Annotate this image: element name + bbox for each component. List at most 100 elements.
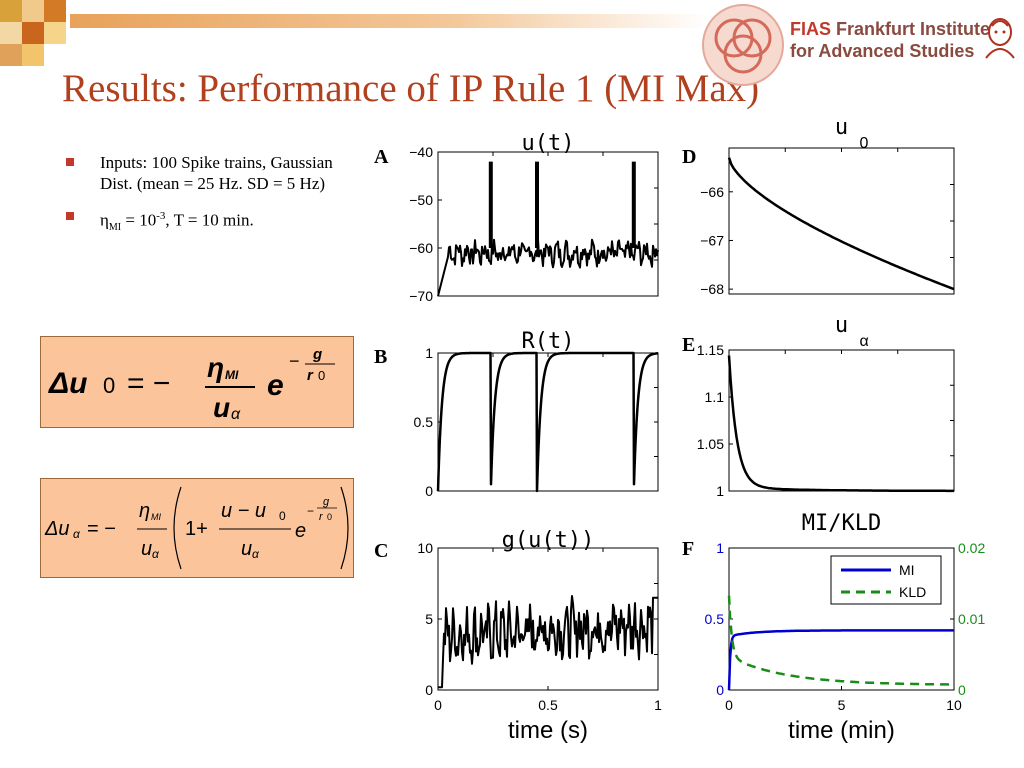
slide-title: Results: Performance of IP Rule 1 (MI Ma… <box>62 67 760 110</box>
eq2-one-plus: 1+ <box>185 518 208 540</box>
eta-symbol: η <box>100 210 109 230</box>
panel-label-e: E <box>682 334 696 356</box>
equation-box-1: Δu 0 = − η MI u α e − g r 0 <box>40 336 354 428</box>
eq2-lhs-sub: α <box>73 527 81 541</box>
panel-a-ytick-label: −50 <box>409 192 433 208</box>
bullet-tail: , T = 10 min. <box>165 210 254 230</box>
panel-a-trace <box>437 238 659 297</box>
panel-e-ytick-label: 1.05 <box>697 436 724 452</box>
panel-b-title: R(t) <box>522 329 575 354</box>
panel-c-xtick-label: 0.5 <box>538 697 558 713</box>
panel-f-left-ytick-label: 1 <box>716 540 724 556</box>
panel-f-xlabel: time (min) <box>788 717 895 744</box>
eq2-den: u <box>141 538 152 560</box>
logo-line2: for Advanced Studies <box>790 41 975 61</box>
eq1-den: u <box>213 392 230 423</box>
panel-label-d: D <box>682 146 697 168</box>
panel-a-ytick-label: −70 <box>409 288 433 304</box>
logo-line1: Frankfurt Institute <box>836 19 991 39</box>
bullet-marker-icon <box>66 158 74 166</box>
panel-a-ytick-label: −40 <box>409 144 433 160</box>
panel-f-title: MI/KLD <box>802 511 881 536</box>
panel-c-trace <box>438 595 658 689</box>
panel-label-a: A <box>374 146 389 168</box>
panel-f-axes-frame <box>728 547 955 691</box>
bullet-item: ηMI = 10-3, T = 10 min. <box>62 206 352 238</box>
panel-e-ytick-label: 1 <box>716 483 724 499</box>
eq1-equals: = − <box>127 367 170 400</box>
eq1-den-sub: α <box>231 406 241 423</box>
eq1-e: e <box>267 369 284 402</box>
decor-square <box>0 0 22 22</box>
panel-f-series-kld <box>727 595 955 686</box>
panel-e-axes-frame <box>728 349 955 492</box>
right-paren-icon <box>340 486 349 570</box>
eq2-exp-num: g <box>323 496 330 508</box>
eq1-exp-minus: − <box>289 351 300 371</box>
panel-b-ytick-label: 0.5 <box>414 414 434 430</box>
eq1-exp-num: g <box>312 346 322 363</box>
eq1-exp-den: r <box>307 367 314 384</box>
header-gradient-bar <box>70 14 710 28</box>
panel-f-right-ytick-label: 0.02 <box>958 540 985 556</box>
equation-1: Δu 0 = − η MI u α e − g r 0 <box>48 346 335 423</box>
panel-c-title: g(u(t)) <box>502 528 595 553</box>
bullet-item: Inputs: 100 Spike trains, Gaussian Dist.… <box>62 152 352 194</box>
eq1-num: η <box>207 352 224 383</box>
panel-label-f: F <box>682 538 695 560</box>
panel-f-legend-kld-label: KLD <box>899 584 926 600</box>
panel-d-title: u <box>835 115 848 140</box>
eq2-exp-minus: − <box>307 504 314 518</box>
panel-e-ytick-label: 1.15 <box>697 342 724 358</box>
panel-label-b: B <box>374 346 388 368</box>
bullet-text: Inputs: 100 Spike trains, Gaussian Dist.… <box>100 153 333 193</box>
panel-c-ytick-label: 10 <box>417 540 433 556</box>
eq2-lhs: Δu <box>44 518 70 540</box>
panel-e-trace <box>727 355 954 493</box>
fias-logo-text: FIAS Frankfurt Institute for Advanced St… <box>790 18 990 62</box>
equation-box-2: Δu α = − η MI u α 1+ u − u 0 u α e − g r… <box>40 478 354 578</box>
panel-a-axes-frame <box>437 151 659 297</box>
panel-c-xtick-label: 1 <box>654 697 662 713</box>
panel-c-xtick-label: 0 <box>434 697 442 713</box>
decor-square <box>22 22 44 44</box>
eq2-num: η <box>139 500 150 522</box>
equation-2: Δu α = − η MI u α 1+ u − u 0 u α e − g r… <box>44 486 349 570</box>
eq2-num2-sub: 0 <box>279 509 286 523</box>
panel-f-xtick-label: 0 <box>725 697 733 713</box>
left-paren-icon <box>173 486 182 570</box>
eq2-num-sub: MI <box>151 512 161 522</box>
panel-a-title: u(t) <box>522 131 575 156</box>
decor-square <box>0 22 22 44</box>
decor-square <box>44 0 66 22</box>
bullet-list: Inputs: 100 Spike trains, Gaussian Dist.… <box>62 152 352 250</box>
decor-square <box>22 44 44 66</box>
eq1-num-sub: MI <box>225 368 239 382</box>
panel-f-left-ytick-label: 0 <box>716 682 724 698</box>
decor-square <box>0 44 22 66</box>
panel-e-ytick-label: 1.1 <box>705 389 725 405</box>
panel-e-title-sub: α <box>860 333 869 350</box>
panel-f-series-mi <box>727 629 955 691</box>
panel-f-legend <box>830 555 942 605</box>
panel-f-legend-mi-label: MI <box>899 562 915 578</box>
panel-b-ytick-label: 0 <box>425 483 433 499</box>
panel-f-left-ytick-label: 0.5 <box>705 611 725 627</box>
panel-f-xtick-label: 5 <box>838 697 846 713</box>
decor-square <box>22 0 44 22</box>
panel-c-axes-frame <box>437 547 659 691</box>
panel-b-trace <box>436 351 659 493</box>
eq1-lhs-sub: 0 <box>103 373 115 398</box>
decor-square <box>44 22 66 44</box>
eq1-lhs: Δu <box>48 367 87 400</box>
eq2-num2: u − u <box>221 500 266 522</box>
bullet-marker-icon <box>66 212 74 220</box>
logo-fias: FIAS <box>790 19 832 39</box>
fias-logo-icon <box>702 4 784 86</box>
eq2-e: e <box>295 520 306 542</box>
panel-d-ytick-label: −66 <box>700 184 724 200</box>
eq2-exp-den: r <box>319 511 324 523</box>
panel-d-title-sub: 0 <box>860 135 869 152</box>
panel-a-ytick-label: −60 <box>409 240 433 256</box>
panel-f-right-ytick-label: 0.01 <box>958 611 985 627</box>
